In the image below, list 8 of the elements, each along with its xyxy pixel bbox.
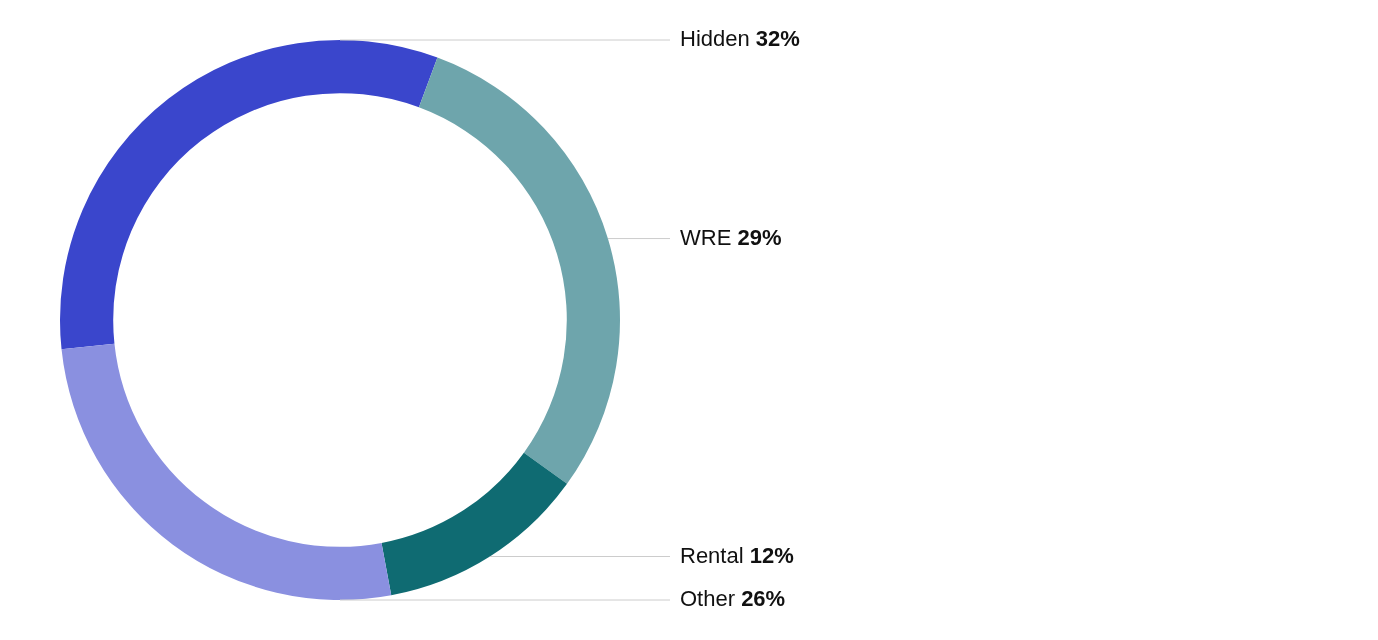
- slice-label: Rental: [680, 542, 750, 568]
- data-label: 26%: [741, 586, 786, 612]
- data-label: 29%: [737, 224, 782, 250]
- slice-label: Hidden: [680, 26, 756, 52]
- data-label: 12%: [749, 542, 794, 568]
- slice-label: WRE: [680, 224, 738, 250]
- slice-label: Other: [680, 586, 742, 612]
- data-label: 32%: [755, 26, 800, 52]
